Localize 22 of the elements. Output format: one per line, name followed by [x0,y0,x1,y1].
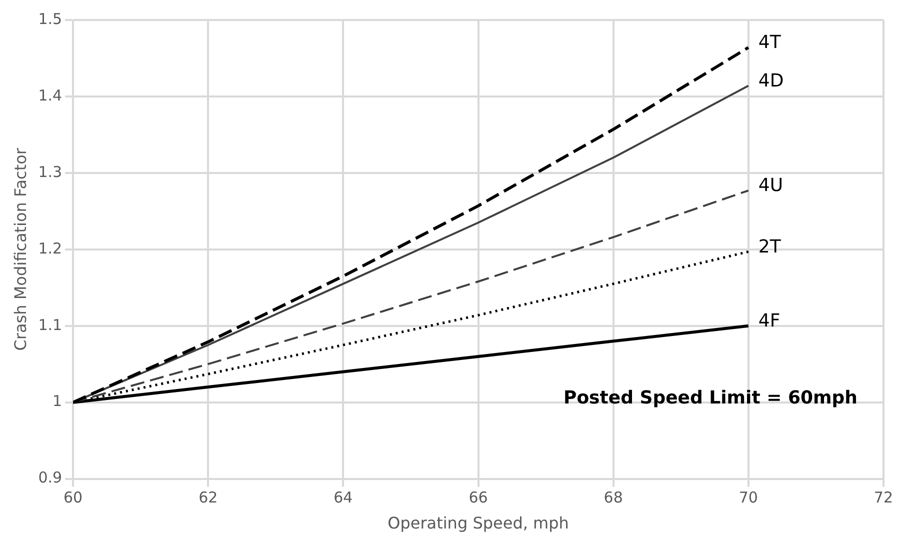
y-tick-label: 1.1 [38,316,62,334]
x-tick-label: 64 [334,488,353,507]
x-tick-label: 66 [468,488,488,507]
series-label: 2T [758,236,782,258]
y-tick-label: 1.5 [38,10,62,28]
annotation: Posted Speed Limit = 60mph [564,387,858,408]
series-label: 4T [758,32,782,54]
series-label: 4U [758,175,784,196]
y-tick-label: 1.4 [38,86,62,104]
y-tick-label: 1 [52,392,62,410]
y-tick-label: 0.9 [38,468,62,487]
y-axis-title: Crash Modification Factor [10,148,30,351]
y-tick-label: 1.3 [38,162,62,181]
series-label: 4F [758,310,780,332]
x-tick-label: 70 [738,488,758,507]
series-label: 4D [758,70,784,92]
x-axis-title: Operating Speed, mph [388,514,569,533]
y-tick-label: 1.2 [38,239,62,258]
x-tick-label: 72 [874,488,894,507]
x-tick-label: 62 [198,488,218,507]
x-tick-label: 68 [604,488,623,507]
x-tick-label: 60 [64,488,83,507]
